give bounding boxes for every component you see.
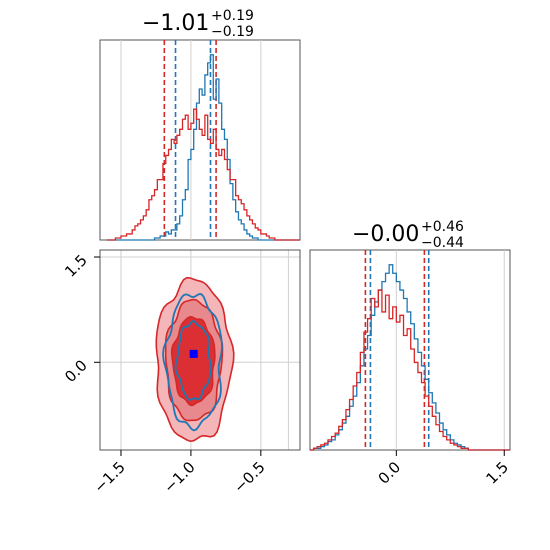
joint-xtick-label-2: −0.5 bbox=[230, 458, 268, 496]
marginal-2-quantile-lines bbox=[364, 250, 430, 450]
joint-ytick-label-1: 0.0 bbox=[61, 356, 91, 386]
joint-contours bbox=[155, 276, 235, 443]
marginal-histogram-1: −1.01 +0.19 −0.19 bbox=[99, 8, 301, 241]
marginal-1-series bbox=[106, 54, 300, 241]
marginal-1-series-0 bbox=[106, 54, 300, 241]
marginal-2-title-plus: +0.46 bbox=[421, 219, 464, 235]
marginal-2-frame bbox=[309, 249, 511, 451]
marginal-2-title-minus: −0.44 bbox=[421, 235, 464, 251]
marginal-1-series-1 bbox=[106, 108, 300, 241]
marginal-1-grid bbox=[120, 40, 262, 240]
joint-xticks: −1.5 −1.0 −0.5 bbox=[90, 450, 269, 497]
joint-xtick-label-1: −1.0 bbox=[160, 458, 198, 496]
joint-yticks: 1.5 0.0 bbox=[61, 251, 100, 386]
marginal-histogram-2: −0.00 +0.46 −0.44 0.0 1.5 bbox=[287, 219, 512, 488]
marginal-1-title-minus: −0.19 bbox=[211, 24, 254, 40]
marginal-2-xtick-label-0: 0.0 bbox=[375, 458, 405, 488]
joint-ytick-label-0: 1.5 bbox=[61, 251, 91, 281]
marginal-2-title: −0.00 bbox=[352, 222, 419, 247]
marginal-1-title-plus: +0.19 bbox=[211, 8, 254, 24]
marginal-2-grid bbox=[287, 250, 505, 450]
marginal-1-frame bbox=[99, 39, 301, 241]
marginal-2-xticks: 0.0 1.5 bbox=[375, 450, 512, 488]
marginal-2-xtick-label-1: 1.5 bbox=[482, 458, 512, 488]
joint-truth-point bbox=[189, 349, 198, 358]
marginal-2-series-1 bbox=[310, 289, 510, 451]
marginal-2-series bbox=[310, 264, 510, 451]
marginal-1-title: −1.01 bbox=[142, 11, 209, 36]
joint-xtick-label-0: −1.5 bbox=[90, 458, 128, 496]
joint-red-contour-2 bbox=[170, 315, 216, 407]
joint-blue-contour-1 bbox=[174, 320, 213, 401]
joint-contour-panel: −1.5 −1.0 −0.5 1.5 0.0 bbox=[61, 249, 301, 497]
joint-blue-contour-0 bbox=[162, 293, 223, 432]
marginal-2-series-0 bbox=[310, 264, 510, 451]
joint-frame bbox=[99, 249, 301, 451]
